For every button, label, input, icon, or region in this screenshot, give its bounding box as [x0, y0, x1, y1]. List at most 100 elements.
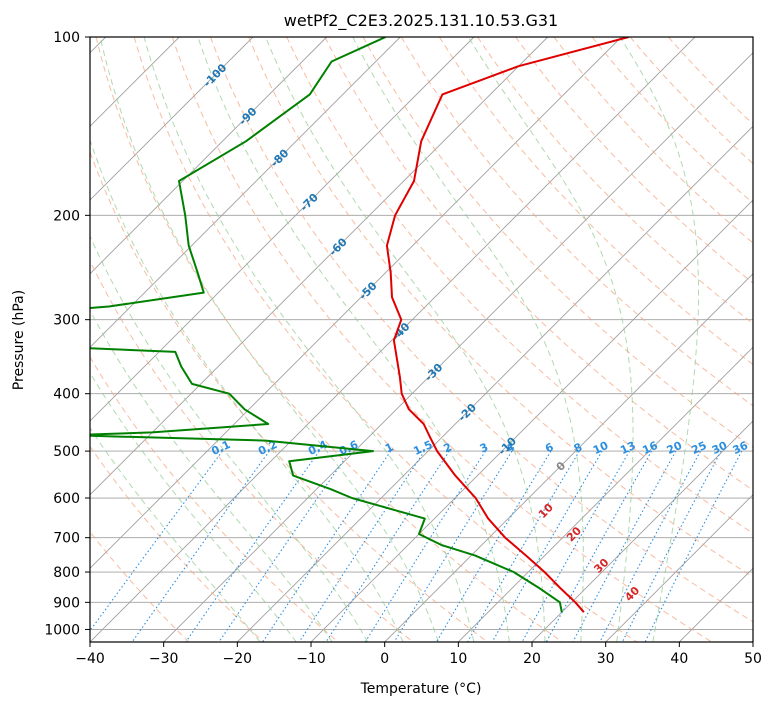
moist-adiabat-line — [265, 37, 546, 642]
x-tick-label: −30 — [149, 651, 179, 667]
mixing-ratio-line — [298, 450, 425, 642]
x-tick-label: 20 — [523, 651, 541, 667]
x-tick-label: 50 — [744, 651, 762, 667]
mixing-ratio-label: 20 — [665, 439, 685, 457]
isotherm-line — [678, 567, 753, 642]
mixing-ratio-label: 13 — [618, 439, 637, 457]
dry-adiabat-label: -70 — [298, 191, 321, 214]
mixing-ratio-line — [644, 450, 743, 642]
y-tick-label: 500 — [53, 444, 80, 460]
mixing-ratio-line — [521, 450, 630, 642]
y-tick-label: 700 — [53, 531, 80, 547]
y-tick-label: 600 — [53, 491, 80, 507]
mixing-ratio-label: 1 — [383, 440, 395, 455]
moist-adiabat-line — [90, 371, 297, 642]
isotherm-line — [163, 52, 753, 642]
moist-adiabat-line — [99, 37, 439, 642]
moist-adiabat-line — [90, 235, 369, 642]
isotherm-line — [384, 273, 753, 642]
y-tick-label: 800 — [53, 565, 80, 581]
chart-title: wetPf2_C2E3.2025.131.10.53.G31 — [284, 11, 558, 31]
isotherm-line — [90, 37, 254, 201]
mixing-ratio-line — [262, 450, 392, 642]
y-axis-title: Pressure (hPa) — [11, 290, 27, 390]
mixing-ratio-line — [185, 450, 320, 642]
dry-adiabat-line — [591, 37, 753, 204]
moist-adiabat-line — [90, 309, 333, 642]
isotherm-line — [457, 346, 753, 642]
moist-adiabat-line — [352, 37, 584, 642]
background-lines — [90, 37, 753, 642]
dry-adiabat-label: -90 — [236, 105, 259, 128]
dry-adiabat-label: 0 — [554, 459, 569, 474]
dry-adiabat-line — [90, 531, 190, 642]
x-tick-label: −20 — [223, 651, 253, 667]
x-tick-label: 10 — [449, 651, 467, 667]
mixing-ratio-line — [599, 450, 701, 642]
moist-adiabat-label: 20 — [564, 524, 584, 544]
x-axis: −40 −30 −20 −10 0 10 20 30 40 50 — [75, 642, 762, 667]
mixing-ratio-line — [435, 450, 552, 642]
dry-adiabat-line — [90, 259, 414, 642]
mixing-ratio-line — [572, 450, 677, 642]
dry-adiabat-label: -60 — [327, 235, 350, 258]
mixing-ratio-label: 25 — [689, 439, 708, 457]
moist-adiabat-line — [143, 37, 475, 642]
mixing-ratio-label: 0.4 — [306, 438, 329, 458]
moist-adiabat-line — [197, 37, 510, 642]
mixing-ratio-label: 16 — [640, 439, 660, 457]
dry-adiabat-line — [438, 37, 753, 366]
dry-adiabat-label: -30 — [422, 361, 445, 384]
y-tick-label: 1000 — [44, 622, 80, 638]
dry-adiabat-label: -20 — [456, 401, 479, 424]
y-tick-label: 900 — [53, 595, 80, 611]
dry-adiabat-line — [210, 37, 753, 623]
moist-adiabat-label: 40 — [622, 584, 642, 604]
dry-adiabat-line — [400, 37, 753, 407]
mixing-ratio-line — [325, 450, 450, 642]
isotherm-line — [90, 37, 622, 569]
temperature-line — [385, 37, 629, 613]
y-tick-label: 300 — [53, 313, 80, 329]
mixing-ratio-label: 0.1 — [209, 438, 232, 458]
mixing-ratio-line — [364, 450, 486, 642]
mixing-ratio-line — [90, 450, 223, 632]
mixing-ratio-line — [621, 450, 722, 642]
isotherm-line — [236, 125, 753, 642]
x-tick-label: 0 — [380, 651, 389, 667]
dry-adiabat-line — [90, 356, 339, 642]
isotherm-line — [531, 420, 753, 642]
y-tick-label: 400 — [53, 387, 80, 403]
dry-adiabat-line — [553, 37, 753, 244]
x-tick-label: −10 — [296, 651, 326, 667]
mixing-ratio-line — [393, 450, 513, 642]
moist-adiabat-line — [90, 138, 404, 642]
x-axis-title: Temperature (°C) — [360, 681, 482, 697]
mixing-ratio-label: 36 — [731, 439, 751, 457]
x-tick-label: 40 — [670, 651, 688, 667]
isotherm-line — [605, 494, 753, 642]
mixing-ratio-line — [131, 450, 270, 642]
y-axis: 100 200 300 400 500 600 700 800 900 1000 — [44, 30, 90, 638]
x-tick-label: −40 — [75, 651, 105, 667]
moist-adiabat-line — [619, 37, 699, 642]
dry-adiabat-line — [248, 37, 753, 578]
moist-adiabat-label: 10 — [536, 501, 556, 521]
x-tick-label: 30 — [597, 651, 615, 667]
isotherm-line — [752, 641, 753, 642]
mixing-ratio-line — [218, 450, 351, 642]
dry-adiabat-label: -40 — [389, 320, 412, 343]
dry-adiabat-label: -50 — [356, 279, 379, 302]
moist-adiabat-line — [467, 37, 634, 642]
y-tick-label: 200 — [53, 208, 80, 224]
dry-adiabat-line — [133, 37, 638, 642]
moist-adiabat-line — [90, 427, 261, 642]
mixing-ratio-label: 3 — [478, 440, 490, 455]
mixing-ratio-label: 30 — [710, 439, 730, 457]
y-tick-label: 100 — [53, 30, 80, 46]
isotherm-line — [90, 37, 549, 496]
plot-frame — [89, 36, 754, 643]
sounding-series — [90, 37, 629, 613]
dry-adiabat-line — [286, 37, 753, 534]
